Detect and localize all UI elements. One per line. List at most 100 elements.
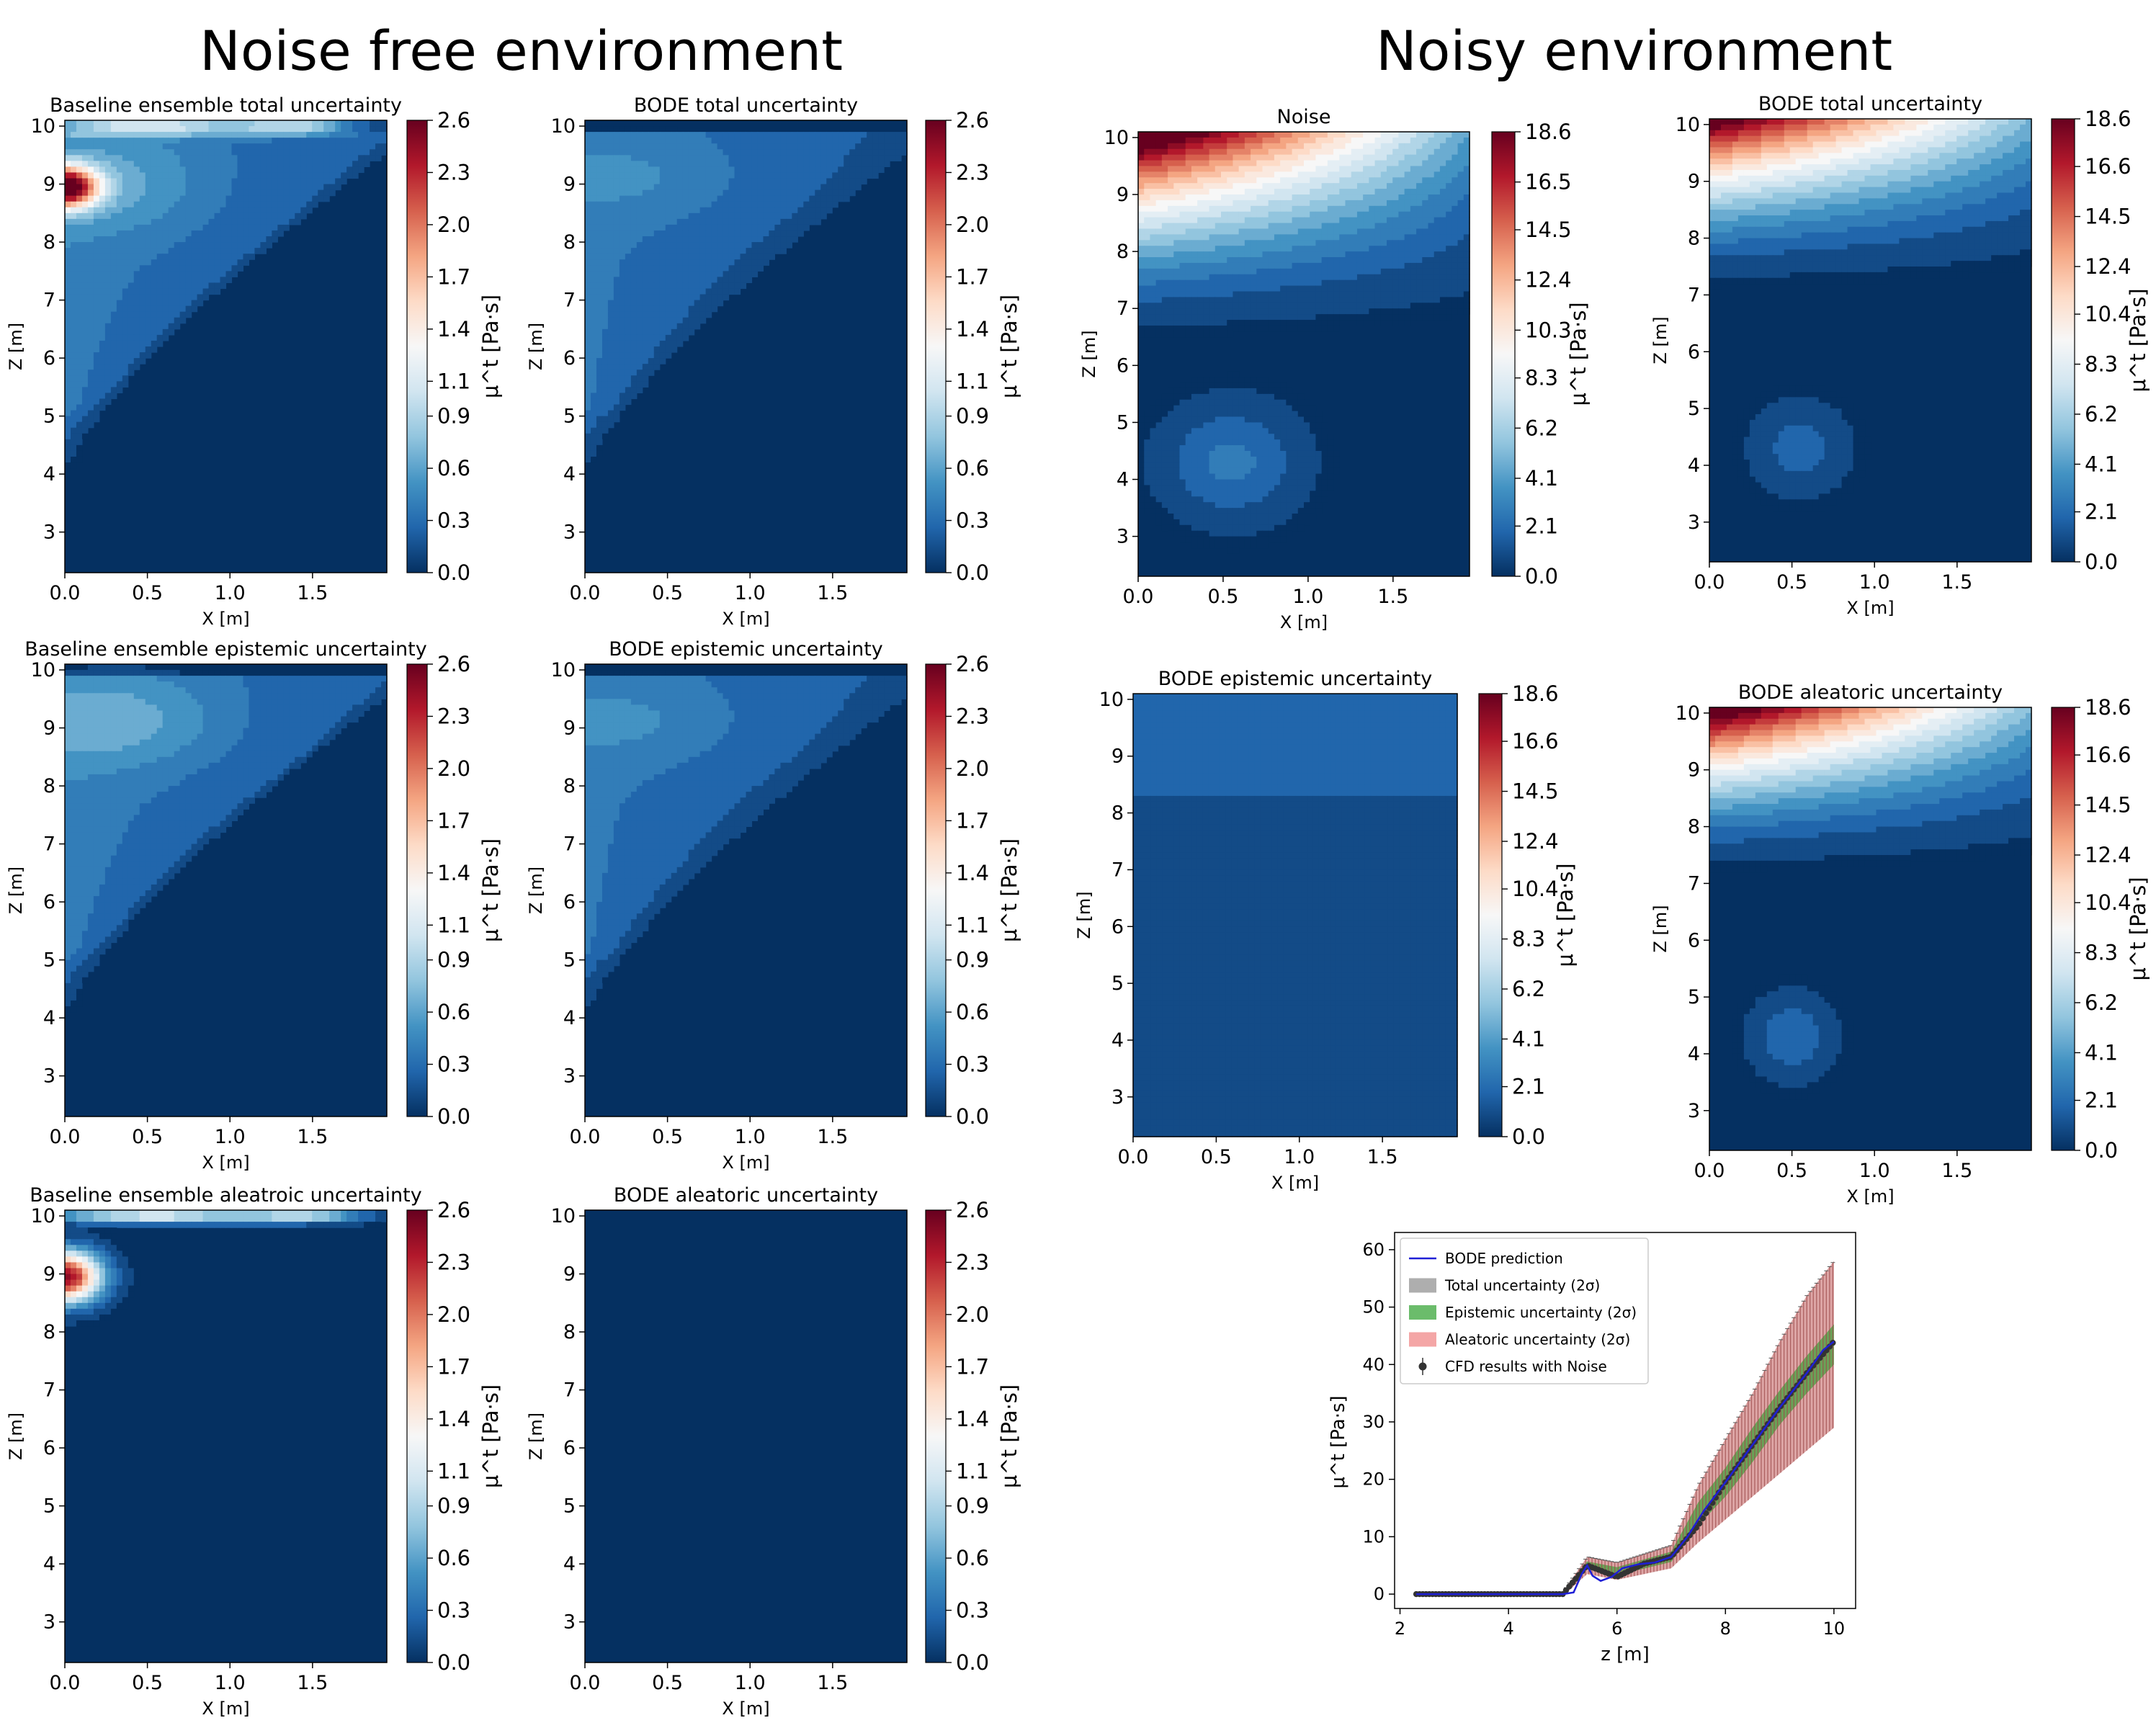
nf-baseline-total-cell bbox=[186, 196, 192, 202]
nf-baseline-epistemic-cell bbox=[128, 728, 135, 735]
nf-baseline-total-cell bbox=[94, 254, 100, 260]
nf-baseline-epistemic-cell bbox=[249, 728, 255, 735]
nf-bode-total-cell bbox=[631, 265, 638, 272]
nf-baseline-total-cell bbox=[215, 202, 221, 208]
nf-baseline-epistemic-cell bbox=[283, 728, 290, 735]
nf-baseline-epistemic-cell bbox=[146, 896, 152, 903]
nf-baseline-epistemic-cell bbox=[180, 722, 187, 729]
nf-baseline-total-cell bbox=[117, 138, 123, 144]
nf-bode-total-cell bbox=[637, 375, 643, 382]
nf-baseline-epistemic-cell bbox=[163, 780, 169, 787]
nf-baseline-epistemic-cell bbox=[140, 902, 146, 908]
nf-baseline-epistemic-cell bbox=[157, 792, 164, 798]
nf-baseline-epistemic-cell bbox=[82, 954, 89, 961]
nf-baseline-total-cell bbox=[71, 254, 77, 260]
nf-bode-total-colorbar-tick-label: 0.6 bbox=[956, 456, 989, 480]
nf-bode-total-cell bbox=[596, 329, 603, 336]
nf-baseline-epistemic-cell bbox=[94, 722, 100, 729]
nf-baseline-epistemic-cell bbox=[94, 832, 100, 838]
nf-bode-total-cell bbox=[614, 381, 620, 388]
nf-bode-total-cell bbox=[694, 323, 701, 330]
nf-baseline-total-cell bbox=[174, 143, 181, 150]
nf-baseline-total-cell bbox=[71, 271, 77, 277]
nf-baseline-total-cell bbox=[249, 213, 255, 220]
nf-baseline-total-cell bbox=[295, 132, 301, 138]
nf-bode-total-cell bbox=[614, 190, 620, 197]
nf-bode-total-cell bbox=[786, 155, 792, 161]
nf-bode-total-cell bbox=[694, 318, 701, 324]
nf-baseline-total-cell bbox=[105, 300, 112, 307]
nf-baseline-epistemic-cell bbox=[318, 704, 324, 711]
nf-baseline-total-cell bbox=[169, 207, 175, 214]
nf-baseline-total-cell bbox=[220, 248, 227, 254]
nf-bode-total-cell bbox=[706, 231, 712, 237]
nf-baseline-epistemic-cell bbox=[186, 751, 192, 758]
nf-baseline-total-cell bbox=[163, 271, 169, 277]
nf-baseline-total-cell bbox=[151, 248, 158, 254]
nf-bode-total-cell bbox=[792, 196, 798, 202]
nf-bode-total-cell bbox=[585, 416, 591, 423]
nf-bode-total-cell bbox=[809, 172, 815, 179]
nf-bode-total-cell bbox=[677, 335, 684, 341]
nf-bode-total-cell bbox=[751, 196, 758, 202]
nf-baseline-total-cell bbox=[111, 184, 117, 191]
nf-baseline-total-cell bbox=[174, 323, 181, 330]
nf-bode-total-cell bbox=[786, 202, 792, 208]
nf-baseline-total-cell bbox=[220, 132, 227, 138]
nf-bode-total-cell bbox=[585, 161, 591, 167]
nf-baseline-total-cell bbox=[105, 381, 112, 388]
nf-bode-total-cell bbox=[786, 138, 792, 144]
nf-baseline-total-cell bbox=[157, 213, 164, 220]
nf-bode-total-cell bbox=[751, 132, 758, 138]
nf-bode-total-cell bbox=[625, 318, 632, 324]
nf-bode-total-cell bbox=[746, 179, 753, 185]
nf-baseline-total-cell bbox=[169, 179, 175, 185]
nf-bode-total-cell bbox=[689, 282, 695, 289]
nf-baseline-total-cell bbox=[128, 358, 135, 364]
nf-baseline-total-cell bbox=[237, 219, 243, 225]
nf-baseline-total-cell bbox=[358, 138, 364, 144]
nf-baseline-total-cell bbox=[82, 277, 89, 283]
nf-baseline-total-cell bbox=[65, 155, 71, 161]
nf-bode-total-cell bbox=[585, 451, 591, 457]
nf-baseline-epistemic-cell bbox=[151, 850, 158, 856]
nf-baseline-total-cell bbox=[128, 213, 135, 220]
nf-baseline-epistemic-cell bbox=[352, 676, 359, 682]
nf-bode-total-cell bbox=[683, 288, 689, 295]
nf-baseline-epistemic-cell bbox=[192, 786, 198, 792]
nf-baseline-epistemic-cell bbox=[186, 676, 192, 682]
nf-baseline-total-cell bbox=[237, 225, 243, 231]
nf-bode-epistemic-cell bbox=[619, 670, 626, 676]
nf-baseline-epistemic-cell bbox=[163, 740, 169, 746]
nf-bode-total-cell bbox=[671, 335, 678, 341]
nf-baseline-epistemic-cell bbox=[65, 890, 71, 897]
nf-baseline-total-cell bbox=[220, 120, 227, 127]
nf-baseline-total-cell bbox=[174, 225, 181, 231]
nf-baseline-epistemic-cell bbox=[192, 734, 198, 740]
nf-bode-total-cell bbox=[763, 248, 769, 254]
nf-baseline-total-cell bbox=[300, 126, 307, 133]
nf-bode-total-cell bbox=[619, 190, 626, 197]
nf-baseline-total-cell bbox=[122, 300, 129, 307]
nf-baseline-total-cell bbox=[163, 231, 169, 237]
nf-baseline-total-cell bbox=[82, 411, 89, 417]
nf-bode-total-cell bbox=[700, 271, 707, 277]
nf-baseline-total-cell bbox=[99, 282, 106, 289]
nf-baseline-total-cell bbox=[105, 138, 112, 144]
nf-baseline-total-cell bbox=[157, 155, 164, 161]
nf-bode-total-cell bbox=[654, 288, 661, 295]
nf-baseline-total-cell bbox=[283, 143, 290, 150]
nf-baseline-total-cell bbox=[140, 236, 146, 243]
nf-bode-total-cell bbox=[769, 184, 775, 191]
nf-baseline-epistemic-cell bbox=[209, 687, 215, 694]
nf-baseline-epistemic-cell bbox=[76, 908, 83, 914]
nf-baseline-epistemic-cell bbox=[65, 844, 71, 851]
nf-bode-total-cell bbox=[660, 213, 666, 220]
nf-bode-total-cell bbox=[602, 364, 609, 370]
nf-bode-total-cell bbox=[608, 393, 614, 399]
nf-bode-total-cell bbox=[591, 179, 597, 185]
nf-bode-total-cell bbox=[631, 166, 638, 173]
nf-bode-total-cell bbox=[643, 364, 649, 370]
nf-bode-total-cell bbox=[706, 295, 712, 301]
nf-baseline-epistemic-cell bbox=[335, 704, 341, 711]
